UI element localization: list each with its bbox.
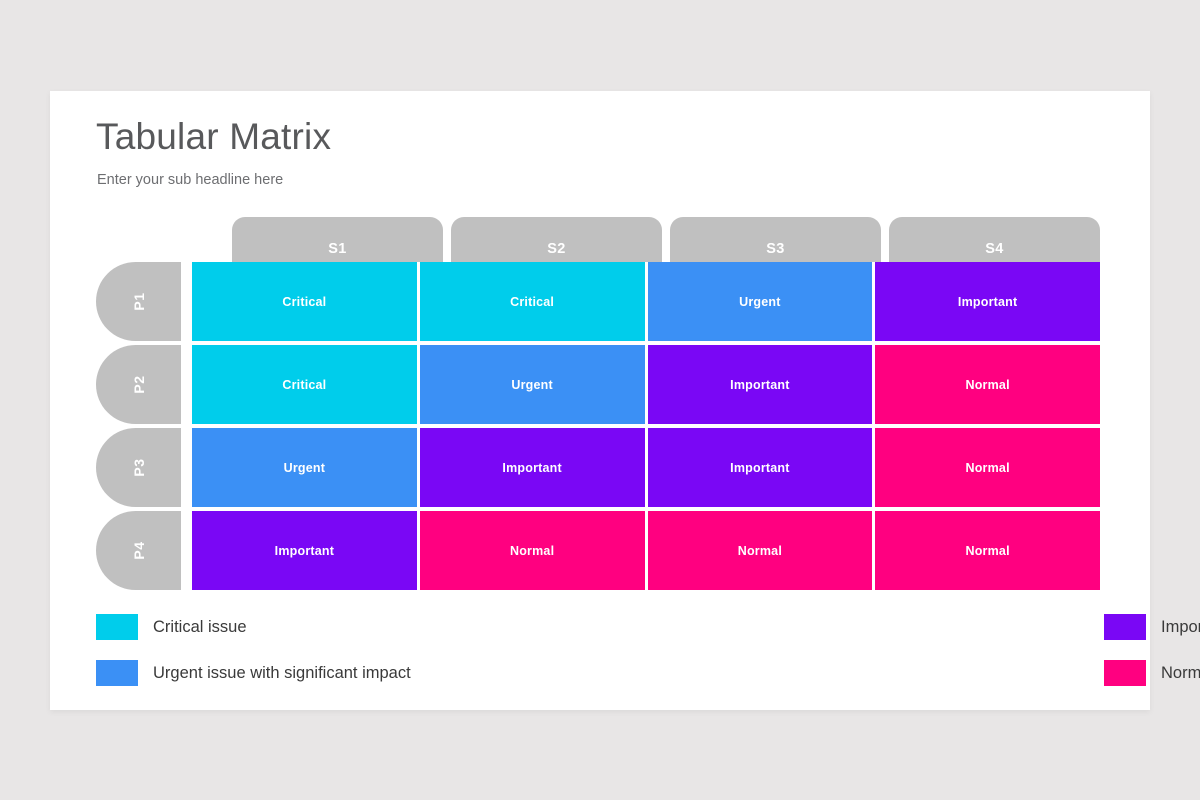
matrix-cell-p4-s4[interactable]: Normal bbox=[875, 511, 1100, 590]
row-header-label: P4 bbox=[130, 541, 147, 560]
row-header-p2[interactable]: P2 bbox=[96, 345, 181, 424]
legend-swatch-important bbox=[1104, 614, 1146, 640]
legend-item-critical: Critical issue bbox=[96, 604, 601, 650]
matrix-cell-p1-s4[interactable]: Important bbox=[875, 262, 1100, 341]
matrix-cell-p4-s2[interactable]: Normal bbox=[419, 511, 645, 590]
row-spacer bbox=[184, 345, 189, 424]
matrix-row: P2 Critical Urgent Important Normal bbox=[96, 345, 1100, 424]
matrix-row: P4 Important Normal Normal Normal bbox=[96, 511, 1100, 590]
row-header-p4[interactable]: P4 bbox=[96, 511, 181, 590]
matrix-cell-p2-s3[interactable]: Important bbox=[647, 345, 873, 424]
legend-swatch-critical bbox=[96, 614, 138, 640]
matrix-row-cells: Critical Urgent Important Normal bbox=[192, 345, 1100, 424]
matrix-cell-p4-s1[interactable]: Important bbox=[192, 511, 417, 590]
legend-swatch-normal bbox=[1104, 660, 1146, 686]
legend-item-normal: Normal issue with minimal business impac… bbox=[601, 650, 1200, 696]
column-header-s2[interactable]: S2 bbox=[451, 217, 662, 262]
slide-card: Tabular Matrix Enter your sub headline h… bbox=[50, 91, 1200, 710]
legend: Critical issue Important issue with busi… bbox=[96, 604, 1200, 696]
column-header-s4[interactable]: S4 bbox=[889, 217, 1100, 262]
matrix-cell-p3-s3[interactable]: Important bbox=[647, 428, 873, 507]
matrix-row: P1 Critical Critical Urgent Important bbox=[96, 262, 1100, 341]
matrix-cell-p1-s2[interactable]: Critical bbox=[419, 262, 645, 341]
matrix-cell-p1-s1[interactable]: Critical bbox=[192, 262, 417, 341]
row-spacer bbox=[184, 262, 189, 341]
matrix-column-header-row: S1 S2 S3 S4 bbox=[232, 217, 1100, 262]
matrix-body: P1 Critical Critical Urgent Important P2… bbox=[96, 262, 1100, 590]
matrix-cell-p3-s4[interactable]: Normal bbox=[875, 428, 1100, 507]
row-header-p1[interactable]: P1 bbox=[96, 262, 181, 341]
legend-label-urgent: Urgent issue with significant impact bbox=[153, 663, 411, 682]
row-header-label: P3 bbox=[130, 458, 147, 477]
row-header-label: P2 bbox=[130, 375, 147, 394]
legend-label-critical: Critical issue bbox=[153, 617, 247, 636]
legend-swatch-urgent bbox=[96, 660, 138, 686]
matrix-row-cells: Critical Critical Urgent Important bbox=[192, 262, 1100, 341]
legend-label-normal: Normal issue with minimal business impac… bbox=[1161, 663, 1200, 682]
matrix-cell-p3-s2[interactable]: Important bbox=[419, 428, 645, 507]
matrix-cell-p2-s4[interactable]: Normal bbox=[875, 345, 1100, 424]
legend-label-important: Important issue with business impact bbox=[1161, 617, 1200, 636]
row-header-label: P1 bbox=[130, 292, 147, 311]
page-title: Tabular Matrix bbox=[96, 116, 332, 157]
row-spacer bbox=[184, 428, 189, 507]
column-header-s1[interactable]: S1 bbox=[232, 217, 443, 262]
matrix-cell-p2-s2[interactable]: Urgent bbox=[419, 345, 645, 424]
column-header-s3[interactable]: S3 bbox=[670, 217, 881, 262]
legend-item-urgent: Urgent issue with significant impact bbox=[96, 650, 601, 696]
tabular-matrix: S1 S2 S3 S4 P1 Critical Critical Urgent … bbox=[96, 217, 1100, 590]
row-header-p3[interactable]: P3 bbox=[96, 428, 181, 507]
matrix-row-cells: Urgent Important Important Normal bbox=[192, 428, 1100, 507]
legend-item-important: Important issue with business impact bbox=[601, 604, 1200, 650]
matrix-row: P3 Urgent Important Important Normal bbox=[96, 428, 1100, 507]
matrix-cell-p1-s3[interactable]: Urgent bbox=[647, 262, 873, 341]
matrix-row-cells: Important Normal Normal Normal bbox=[192, 511, 1100, 590]
matrix-cell-p4-s3[interactable]: Normal bbox=[647, 511, 873, 590]
page-subtitle: Enter your sub headline here bbox=[97, 172, 284, 188]
row-spacer bbox=[184, 511, 189, 590]
matrix-cell-p2-s1[interactable]: Critical bbox=[192, 345, 417, 424]
matrix-cell-p3-s1[interactable]: Urgent bbox=[192, 428, 417, 507]
